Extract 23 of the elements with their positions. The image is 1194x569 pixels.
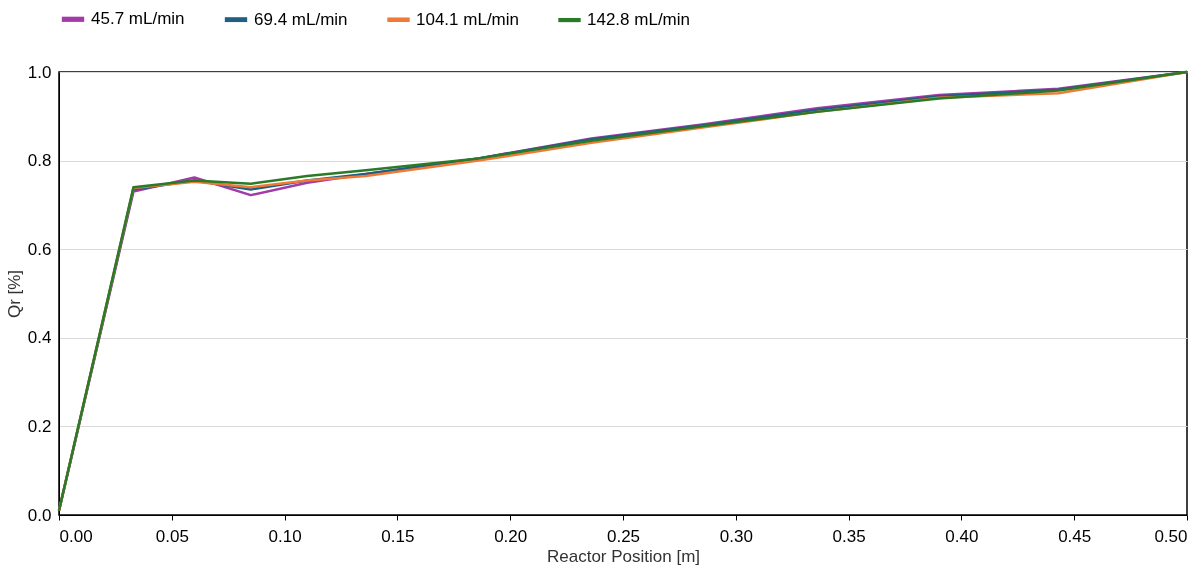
x-tick-label: 0.30 xyxy=(719,526,753,546)
x-tick-label: 0.00 xyxy=(59,526,93,546)
x-tick-label: 0.40 xyxy=(945,526,979,546)
y-tick-label: 0.8 xyxy=(27,151,52,171)
legend-label: 142.8 mL/min xyxy=(587,10,690,30)
legend-label: 104.1 mL/min xyxy=(416,9,519,29)
x-tick-label: 0.45 xyxy=(1058,526,1092,546)
x-axis-title: Reactor Position [m] xyxy=(546,546,701,566)
y-tick-label: 0.0 xyxy=(27,505,52,525)
y-axis-title: Qr [%] xyxy=(4,269,24,319)
x-tick-label: 0.10 xyxy=(268,526,302,546)
x-tick-label: 0.05 xyxy=(155,526,189,546)
x-tick-label: 0.25 xyxy=(606,526,641,546)
legend-label: 69.4 mL/min xyxy=(254,9,348,29)
y-tick-label: 0.6 xyxy=(27,239,52,259)
y-tick-label: 0.2 xyxy=(27,416,52,436)
y-tick-label: 0.4 xyxy=(27,328,52,348)
legend-label: 45.7 mL/min xyxy=(91,9,185,29)
x-tick-label: 0.50 xyxy=(1154,526,1188,546)
x-tick-label: 0.20 xyxy=(494,526,528,546)
x-tick-label: 0.35 xyxy=(832,526,866,546)
y-tick-label: 1.0 xyxy=(27,62,52,82)
x-tick-label: 0.15 xyxy=(381,526,415,546)
